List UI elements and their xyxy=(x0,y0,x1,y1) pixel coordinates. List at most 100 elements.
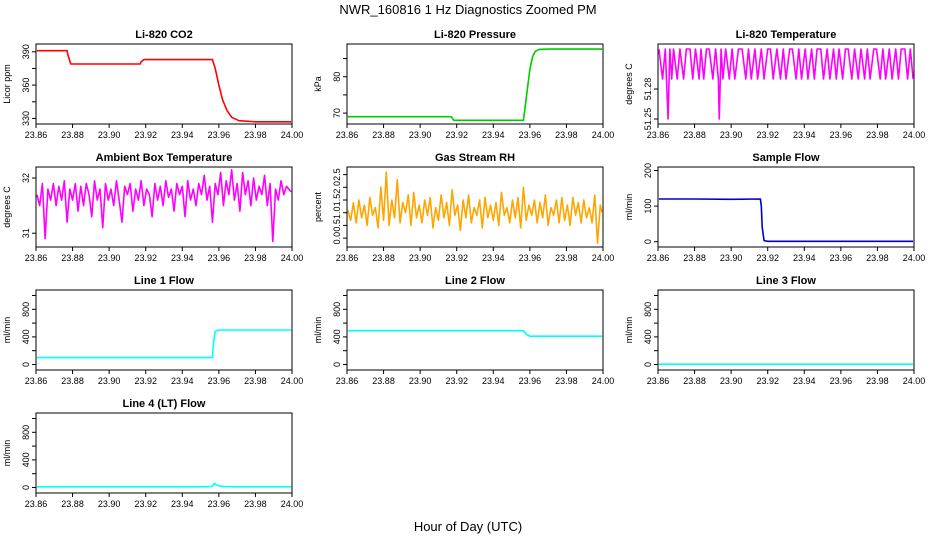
panel-6-ytick-label: 100 xyxy=(643,199,653,214)
panel-5-ytick-label: 2.5 xyxy=(332,168,342,181)
panel-8-xtick-label: 23.94 xyxy=(482,376,505,386)
panel-3: Li-820 Temperature degrees C 23.86 23.88 23.… xyxy=(624,29,925,140)
panel-8-series-line xyxy=(347,329,603,338)
panel-8-ytick-label: 0 xyxy=(332,362,342,367)
panel-5-ylabel: percent xyxy=(313,191,323,222)
panel-8: Line 2 Flow ml/min 23.86 23.88 23.90 23.92 23.… xyxy=(313,275,614,386)
panel-9-title: Line 3 Flow xyxy=(756,275,816,287)
panel-2-ylabel: kPa xyxy=(313,76,323,92)
panel-6-series-line xyxy=(658,198,914,243)
panel-4: Ambient Box Temperature degrees C 23.86 23.… xyxy=(2,152,303,263)
panel-2-xtick-label: 23.96 xyxy=(519,130,542,140)
panel-8-xtick-label: 23.88 xyxy=(372,376,395,386)
panel-7-xtick-label: 23.98 xyxy=(244,376,267,386)
panel-5-title: Gas Stream RH xyxy=(435,152,515,164)
panel-10-ylabel: ml/min xyxy=(2,440,12,467)
panel-7-xtick-label: 23.96 xyxy=(208,376,231,386)
panel-2-series-line xyxy=(347,48,603,122)
panel-9-xtick-label: 23.98 xyxy=(866,376,889,386)
panel-7-ytick-label: 800 xyxy=(21,302,31,317)
panel-9-xtick-label: 23.92 xyxy=(756,376,779,386)
panel-1-xtick-label: 23.90 xyxy=(98,130,121,140)
panel-7-ytick-label: 0 xyxy=(21,362,31,367)
panel-9-xtick-label: 23.90 xyxy=(720,376,743,386)
panel-6-xtick-label: 23.86 xyxy=(647,253,670,263)
panel-4-xtick-label: 24.00 xyxy=(281,253,304,263)
panel-4-frame xyxy=(35,166,293,248)
panel-4-xtick-label: 23.92 xyxy=(134,253,157,263)
panel-9-xtick-label: 23.86 xyxy=(647,376,670,386)
panel-3-xtick-label: 23.94 xyxy=(793,130,816,140)
panel-6-xtick-label: 23.92 xyxy=(756,253,779,263)
panel-2: Li-820 Pressure kPa 23.86 23.88 23.90 23.92 23… xyxy=(313,29,614,140)
panel-8-title: Line 2 Flow xyxy=(445,275,505,287)
panel-5-frame xyxy=(346,166,604,248)
panel-10-xtick-label: 23.86 xyxy=(25,499,48,509)
panel-8-ylabel: ml/min xyxy=(313,317,323,344)
panel-3-ylabel: degrees C xyxy=(624,63,634,105)
panel-3-xtick-label: 24.00 xyxy=(903,130,926,140)
panel-1-xtick-label: 23.94 xyxy=(171,130,194,140)
panel-1-xtick-label: 23.98 xyxy=(244,130,267,140)
panel-5-ytick-label: 1.0 xyxy=(332,206,342,219)
panel-4-xtick-label: 23.86 xyxy=(25,253,48,263)
panel-2-xtick-label: 23.90 xyxy=(409,130,432,140)
panel-2-xtick-label: 23.86 xyxy=(336,130,359,140)
panel-9-ytick-label: 400 xyxy=(643,329,653,344)
panel-3-frame xyxy=(657,43,915,125)
panel-2-title: Li-820 Pressure xyxy=(434,29,516,41)
panel-3-title: Li-820 Temperature xyxy=(736,29,837,41)
panel-7-series-line xyxy=(36,329,292,359)
panel-9-ytick-label: 800 xyxy=(643,302,653,317)
panel-7-title: Line 1 Flow xyxy=(134,275,194,287)
panel-9-ytick-label: 0 xyxy=(643,362,653,367)
panel-5-xtick-label: 23.88 xyxy=(372,253,395,263)
panel-10-xtick-label: 23.90 xyxy=(98,499,121,509)
panel-1-ytick-label: 330 xyxy=(21,111,31,126)
panel-2-xtick-label: 23.98 xyxy=(555,130,578,140)
panel-1-title: Li-820 CO2 xyxy=(135,29,192,41)
panel-10-xtick-label: 23.88 xyxy=(61,499,84,509)
panel-6-xtick-label: 23.98 xyxy=(866,253,889,263)
panel-10: Line 4 (LT) Flow ml/min 23.86 23.88 23.90 23.… xyxy=(2,398,303,509)
x-axis-title: Hour of Day (UTC) xyxy=(414,519,522,534)
panel-9-xtick-label: 23.96 xyxy=(830,376,853,386)
panel-10-xtick-label: 23.96 xyxy=(208,499,231,509)
panel-4-xtick-label: 23.98 xyxy=(244,253,267,263)
panel-4-ytick-label: 31 xyxy=(21,228,31,238)
panel-7-xtick-label: 23.94 xyxy=(171,376,194,386)
panel-5-ytick-label: 0.5 xyxy=(332,219,342,232)
panel-3-xtick-label: 23.88 xyxy=(683,130,706,140)
panel-6-xtick-label: 24.00 xyxy=(903,253,926,263)
panel-4-xtick-label: 23.96 xyxy=(208,253,231,263)
panel-10-series-line xyxy=(36,482,292,488)
panel-2-ytick-label: 70 xyxy=(332,108,342,118)
panel-5-xtick-label: 23.90 xyxy=(409,253,432,263)
panel-2-xtick-label: 23.92 xyxy=(445,130,468,140)
panel-5-xtick-label: 23.86 xyxy=(336,253,359,263)
panel-6-xtick-label: 23.88 xyxy=(683,253,706,263)
panel-6-ytick-label: 200 xyxy=(643,163,653,178)
panel-9-ylabel: ml/min xyxy=(624,317,634,344)
panel-7-xtick-label: 23.92 xyxy=(134,376,157,386)
panel-9-xtick-label: 23.94 xyxy=(793,376,816,386)
panel-9-xtick-label: 23.88 xyxy=(683,376,706,386)
panel-10-ytick-label: 400 xyxy=(21,452,31,467)
panels-grid: Li-820 CO2 Licor ppm 23.86 23.88 23.90 23.92 2… xyxy=(2,29,925,509)
panel-7: Line 1 Flow ml/min 23.86 23.88 23.90 23.92 23.… xyxy=(2,275,303,386)
panel-3-xtick-label: 23.92 xyxy=(756,130,779,140)
panel-1-xtick-label: 23.92 xyxy=(134,130,157,140)
panel-7-xtick-label: 23.88 xyxy=(61,376,84,386)
panel-7-ytick-label: 400 xyxy=(21,329,31,344)
panel-1-xtick-label: 23.86 xyxy=(25,130,48,140)
panel-4-xtick-label: 23.94 xyxy=(171,253,194,263)
panel-2-xtick-label: 23.88 xyxy=(372,130,395,140)
panel-5-series-line xyxy=(347,171,603,244)
panel-7-frame xyxy=(35,289,293,371)
panel-5-xtick-label: 24.00 xyxy=(592,253,615,263)
figure-title: NWR_160816 1 Hz Diagnostics Zoomed PM xyxy=(339,2,596,17)
panel-8-xtick-label: 23.98 xyxy=(555,376,578,386)
panel-4-xtick-label: 23.90 xyxy=(98,253,121,263)
panel-2-xtick-label: 23.94 xyxy=(482,130,505,140)
panel-1-ylabel: Licor ppm xyxy=(2,64,12,104)
